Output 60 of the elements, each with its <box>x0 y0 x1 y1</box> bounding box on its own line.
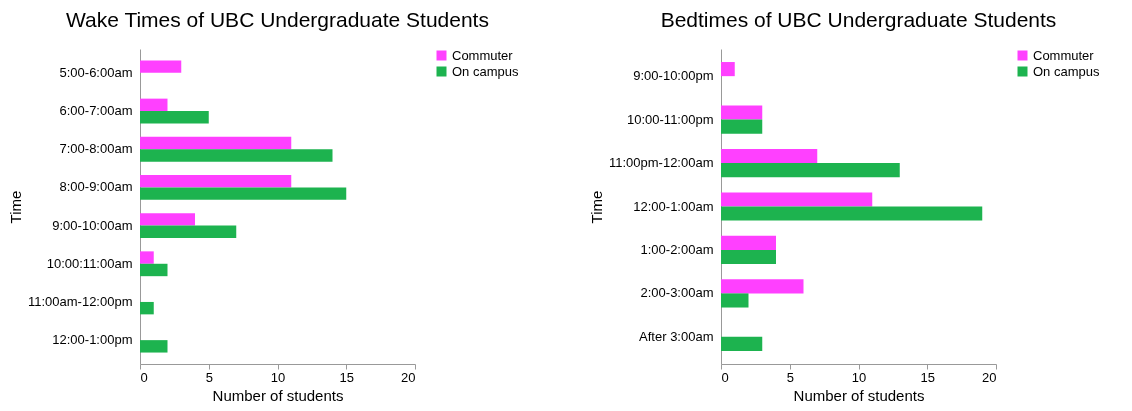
bar <box>721 336 763 351</box>
bar <box>721 62 735 77</box>
y-tick-label: 1:00-2:00am <box>640 241 714 257</box>
y-tick-label: 5:00-6:00am <box>59 64 133 80</box>
x-tick-label: 15 <box>920 369 935 385</box>
bar <box>721 105 763 120</box>
bar <box>721 192 873 207</box>
bar <box>721 293 749 308</box>
bar <box>140 340 168 353</box>
y-axis-title: Time <box>587 190 605 224</box>
y-tick-label: 8:00-9:00am <box>59 179 133 195</box>
x-tick-label: 20 <box>401 369 416 385</box>
bar <box>140 111 209 124</box>
legend-label: Commuter <box>452 47 514 63</box>
x-axis-title: Number of students <box>793 386 925 404</box>
bar <box>721 119 763 134</box>
x-tick-label: 5 <box>786 369 794 385</box>
x-tick-label: 20 <box>982 369 997 385</box>
chart-title: Wake Times of UBC Undergraduate Students <box>66 8 489 31</box>
y-tick-label: 12:00-1:00am <box>633 198 714 214</box>
y-tick-label: After 3:00am <box>639 328 714 344</box>
y-tick-label: 7:00-8:00am <box>59 141 133 157</box>
bar <box>140 263 168 277</box>
y-tick-label: 2:00-3:00am <box>640 285 714 301</box>
x-tick-label: 5 <box>205 369 213 385</box>
y-tick-label: 9:00-10:00pm <box>633 68 714 84</box>
bar <box>721 206 983 221</box>
bar <box>140 175 292 188</box>
bar <box>721 279 804 294</box>
x-tick-label: 0 <box>140 369 148 385</box>
y-tick-label: 6:00-7:00am <box>59 103 133 119</box>
bar <box>721 249 776 265</box>
legend-label: Commuter <box>1033 47 1095 63</box>
bar <box>140 98 168 112</box>
x-tick-label: 15 <box>339 369 354 385</box>
bar <box>140 301 154 315</box>
bar <box>140 60 182 73</box>
y-tick-label: 10:00-11:00pm <box>627 111 714 127</box>
y-tick-label: 9:00-10:00am <box>52 217 133 233</box>
bar <box>140 149 333 162</box>
bar <box>140 251 154 264</box>
bar <box>721 148 818 164</box>
bar <box>721 163 900 178</box>
y-tick-label: 10:00:11:00am <box>46 255 133 271</box>
x-tick-label: 10 <box>270 369 286 385</box>
y-tick-label: 11:00am-12:00pm <box>27 293 133 309</box>
bar <box>140 136 292 150</box>
y-axis-title: Time <box>6 190 24 224</box>
chart-title: Bedtimes of UBC Undergraduate Students <box>660 8 1057 31</box>
bar <box>140 187 347 200</box>
x-tick-label: 0 <box>721 369 729 385</box>
y-tick-label: 11:00pm-12:00am <box>608 155 714 171</box>
x-axis-title: Number of students <box>212 386 344 404</box>
legend-label: On campus <box>452 63 519 79</box>
x-tick-label: 10 <box>851 369 867 385</box>
y-tick-label: 12:00-1:00pm <box>52 332 133 348</box>
bar <box>140 225 237 238</box>
bar <box>721 235 776 250</box>
legend-label: On campus <box>1033 63 1100 79</box>
bar <box>140 213 195 226</box>
